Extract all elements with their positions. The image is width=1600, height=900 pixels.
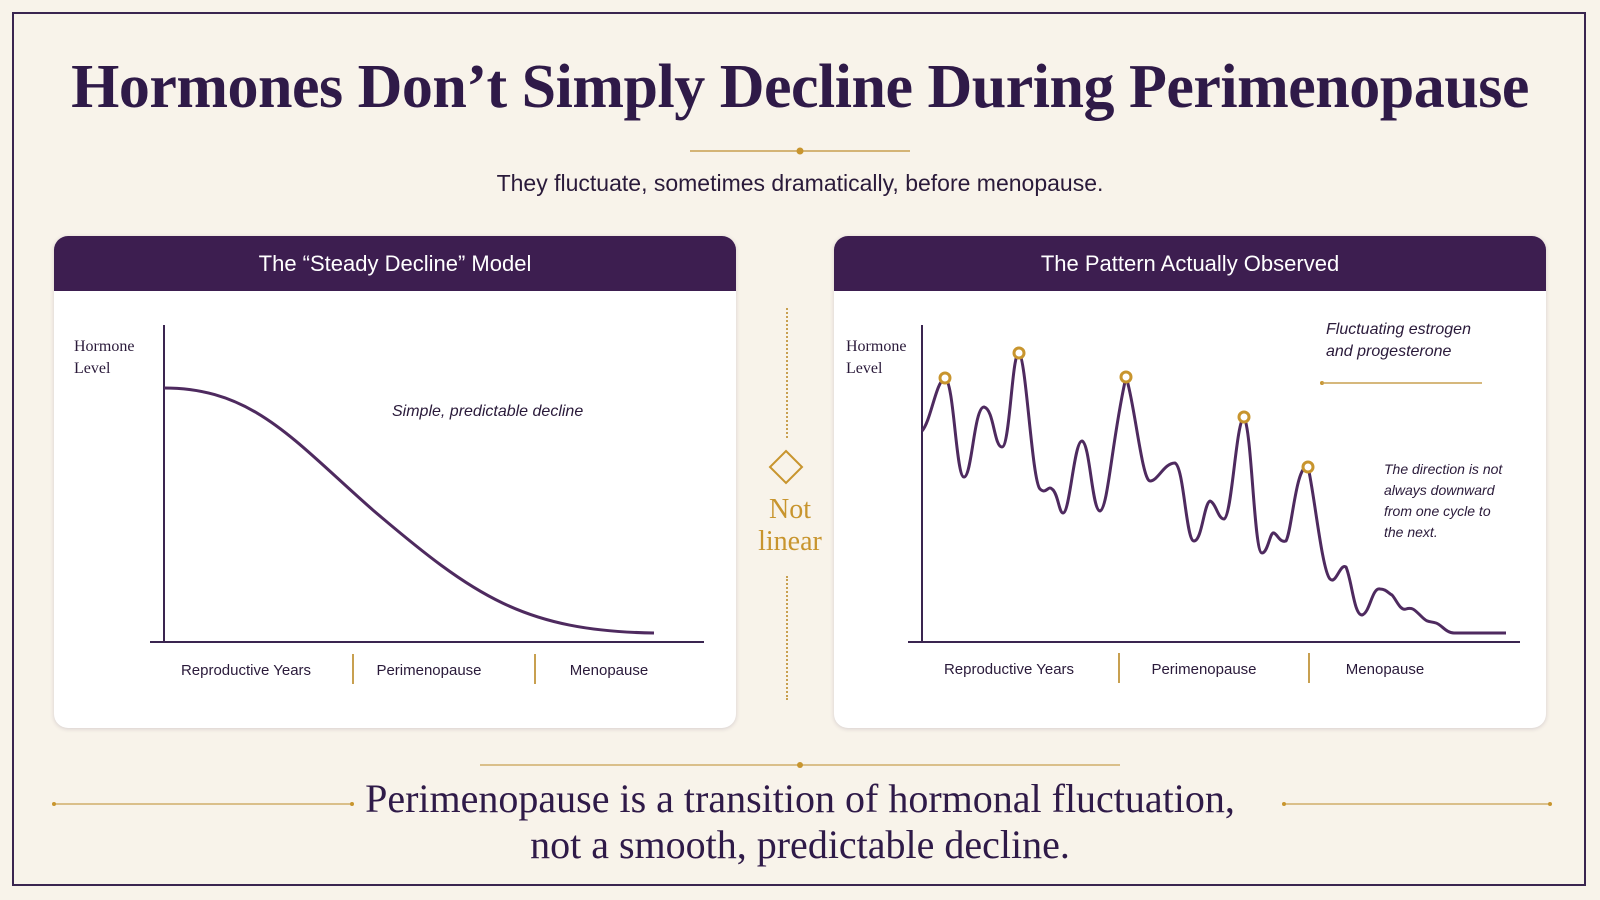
- left-x-label-reproductive: Reproductive Years: [180, 662, 312, 679]
- diamond-icon: [768, 449, 804, 485]
- right-y-label-line2: Level: [846, 360, 883, 377]
- not-linear-label: Not linear: [740, 494, 840, 558]
- bottom-top-ornament: [480, 762, 1120, 768]
- bottom-line2: not a smooth, predictable decline.: [530, 822, 1070, 867]
- direction-note: The direction is not always downward fro…: [1384, 459, 1502, 543]
- note-line: The direction is not: [1384, 461, 1503, 477]
- note-line: always downward: [1384, 482, 1495, 498]
- divider-dots-bottom: [786, 576, 788, 700]
- peak-marker: [1301, 460, 1315, 474]
- peak-marker: [938, 371, 952, 385]
- divider-dots-top: [786, 308, 788, 438]
- not-linear-line1: Not: [769, 494, 811, 525]
- steady-decline-curve: [163, 386, 655, 635]
- right-y-axis-label: Hormone Level: [846, 336, 906, 380]
- left-y-label-line2: Level: [74, 360, 111, 377]
- left-panel-header: The “Steady Decline” Model: [54, 236, 736, 291]
- right-x-label-menopause: Menopause: [1345, 661, 1425, 678]
- page-subtitle: They fluctuate, sometimes dramatically, …: [496, 170, 1104, 196]
- note-line: from one cycle to: [1384, 503, 1491, 519]
- left-x-divider-1: [352, 654, 354, 684]
- peak-marker: [1237, 410, 1251, 424]
- bottom-left-rule: [52, 802, 354, 806]
- bottom-conclusion: Perimenopause is a transition of hormona…: [0, 776, 1600, 868]
- observed-pattern-panel: The Pattern Actually Observed Hormone Le…: [834, 236, 1546, 728]
- right-x-label-perimenopause: Perimenopause: [1151, 661, 1257, 678]
- right-x-label-reproductive: Reproductive Years: [943, 661, 1075, 678]
- right-x-divider-2: [1308, 653, 1310, 683]
- right-x-divider-1: [1118, 653, 1120, 683]
- bottom-line1: Perimenopause is a transition of hormona…: [365, 776, 1235, 821]
- steady-decline-panel: The “Steady Decline” Model Hormone Level…: [54, 236, 736, 728]
- not-linear-line2: linear: [758, 526, 822, 557]
- right-annotation-line2: and progesterone: [1326, 343, 1452, 360]
- peak-marker: [1012, 346, 1026, 360]
- page-frame: [12, 12, 1586, 886]
- left-x-divider-2: [534, 654, 536, 684]
- right-annotation-line1: Fluctuating estrogen: [1326, 321, 1471, 338]
- left-x-label-perimenopause: Perimenopause: [376, 662, 482, 679]
- right-panel-header: The Pattern Actually Observed: [834, 236, 1546, 291]
- peak-marker: [1119, 370, 1133, 384]
- observed-pattern-chart: [908, 325, 1520, 643]
- peak-markers: [938, 346, 1315, 474]
- left-y-axis-label: Hormone Level: [74, 336, 134, 380]
- page-title: Hormones Don’t Simply Decline During Per…: [71, 53, 1529, 121]
- left-x-label-menopause: Menopause: [569, 662, 649, 679]
- left-annotation: Simple, predictable decline: [392, 403, 584, 420]
- bottom-right-rule: [1282, 802, 1552, 806]
- steady-decline-chart: [150, 325, 704, 643]
- title-ornament: [690, 147, 910, 155]
- right-y-label-line1: Hormone: [846, 338, 907, 355]
- note-line: the next.: [1384, 524, 1438, 540]
- left-y-label-line1: Hormone: [74, 338, 135, 355]
- right-annotation: Fluctuating estrogen and progesterone: [1326, 319, 1471, 363]
